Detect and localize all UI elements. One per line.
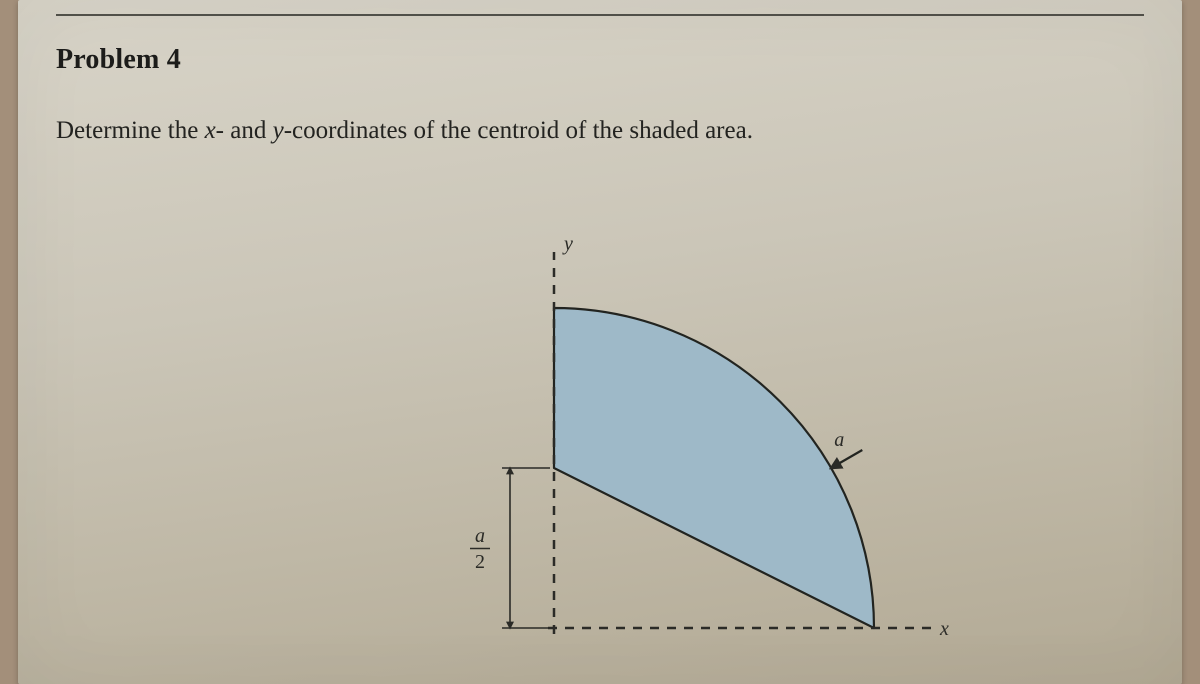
shaded-area — [554, 308, 874, 628]
x-axis-label: x — [939, 618, 949, 640]
variable-y: y — [273, 117, 284, 144]
figure-svg: a x y a 2 — [456, 210, 976, 660]
radius-arrow — [831, 450, 862, 468]
dim-label-2: 2 — [475, 551, 485, 573]
problem-heading: Problem 4 — [56, 44, 181, 76]
variable-x: x — [205, 117, 216, 144]
top-rule — [56, 14, 1144, 16]
problem-statement: Determine the x- and y-coordinates of th… — [56, 114, 1122, 148]
paper-surface: Problem 4 Determine the x- and y-coordin… — [18, 0, 1182, 684]
prompt-text: Determine the — [56, 117, 205, 144]
prompt-text: - and — [216, 117, 273, 144]
prompt-text: -coordinates of the centroid of the shad… — [284, 117, 753, 144]
y-axis-label: y — [562, 233, 573, 255]
radius-label-a: a — [834, 429, 844, 451]
figure: a x y a 2 — [456, 210, 976, 660]
dim-label-a: a — [475, 525, 485, 547]
